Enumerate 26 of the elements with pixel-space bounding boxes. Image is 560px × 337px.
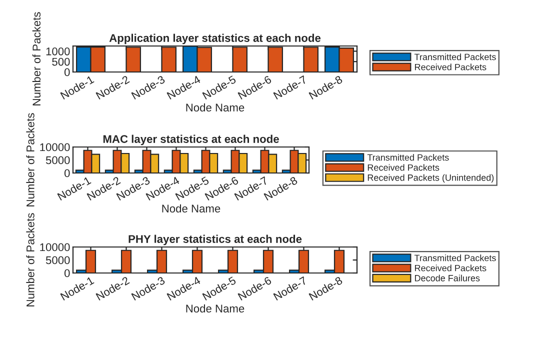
y-axis-title: Number of Packets [32, 12, 41, 106]
x-axis-title: Node Name [162, 204, 220, 213]
y-axis-title: Number of Packets [26, 213, 34, 306]
y-tick-label: 0 [64, 68, 70, 76]
y-tick-label: 10000 [40, 243, 70, 252]
chart-title: Application layer statistics at each node [109, 34, 321, 44]
y-tick-label: 10000 [40, 143, 70, 152]
legend-label: Transmitted Packets [367, 154, 449, 161]
chart-title: PHY layer statistics at each node [128, 234, 302, 246]
legend-label: Received Packets [415, 264, 486, 272]
y-tick-label: 500 [52, 58, 70, 66]
legend-label: Decode Failures [415, 274, 480, 282]
y-tick-label: 0 [64, 269, 70, 278]
x-axis-title: Node Name [186, 304, 244, 313]
legend-label: Transmitted Packets [414, 54, 496, 60]
y-tick-label: 5000 [46, 156, 70, 164]
legend-label: Transmitted Packets [414, 254, 496, 262]
y-tick-label: 1000 [46, 47, 70, 56]
legend-label: Received Packets (Unintended) [368, 174, 494, 183]
legend-label: Received Packets [415, 64, 486, 70]
x-axis-title: Node Name [186, 103, 244, 112]
y-tick-label: 5000 [46, 256, 70, 264]
legend-label: Received Packets [368, 164, 440, 171]
y-axis-title: Number of Packets [26, 113, 34, 206]
y-tick-label: 0 [64, 169, 70, 178]
chart-title: MAC layer statistics at each node [103, 134, 279, 146]
